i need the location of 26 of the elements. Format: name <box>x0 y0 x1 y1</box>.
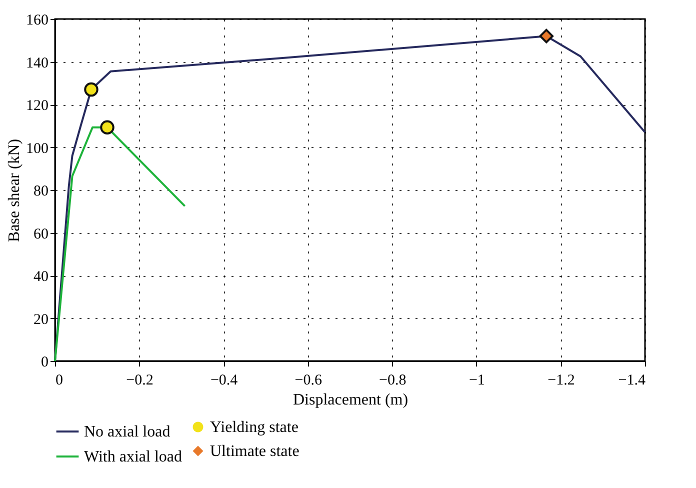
y-tick-label: 0 <box>41 354 48 370</box>
x-tick-label: −1 <box>468 372 485 388</box>
x-tick-label: 0 <box>56 372 63 388</box>
x-tick-label: −1.4 <box>618 372 646 388</box>
point <box>84 82 98 97</box>
y-tick-label: 100 <box>26 140 48 157</box>
x-tick-label: −0.2 <box>126 372 154 388</box>
legend-label: Ultimate state <box>210 443 300 460</box>
y-tick-label: 140 <box>26 55 48 72</box>
x-tick-label: −1.2 <box>548 372 575 388</box>
point <box>100 120 114 134</box>
legend-label: No axial load <box>84 424 170 440</box>
point <box>539 28 554 44</box>
y-tick-label: 80 <box>34 184 48 200</box>
y-tick-label: 60 <box>34 226 48 242</box>
x-tick-label: −0.8 <box>379 372 406 388</box>
y-tick-label: 20 <box>34 312 48 328</box>
y-tick-label: 40 <box>34 269 48 285</box>
x-axis-title: Displacement (m) <box>292 392 408 408</box>
y-tick-label: 160 <box>26 12 48 28</box>
y-axis-title: Base shear (kN) <box>6 138 23 242</box>
legend-label: Yielding state <box>210 419 298 436</box>
x-tick-label: −0.6 <box>294 372 322 388</box>
legend-label: With axial load <box>84 448 182 466</box>
x-tick-label: −0.4 <box>210 372 238 388</box>
y-tick-label: 120 <box>26 98 48 114</box>
